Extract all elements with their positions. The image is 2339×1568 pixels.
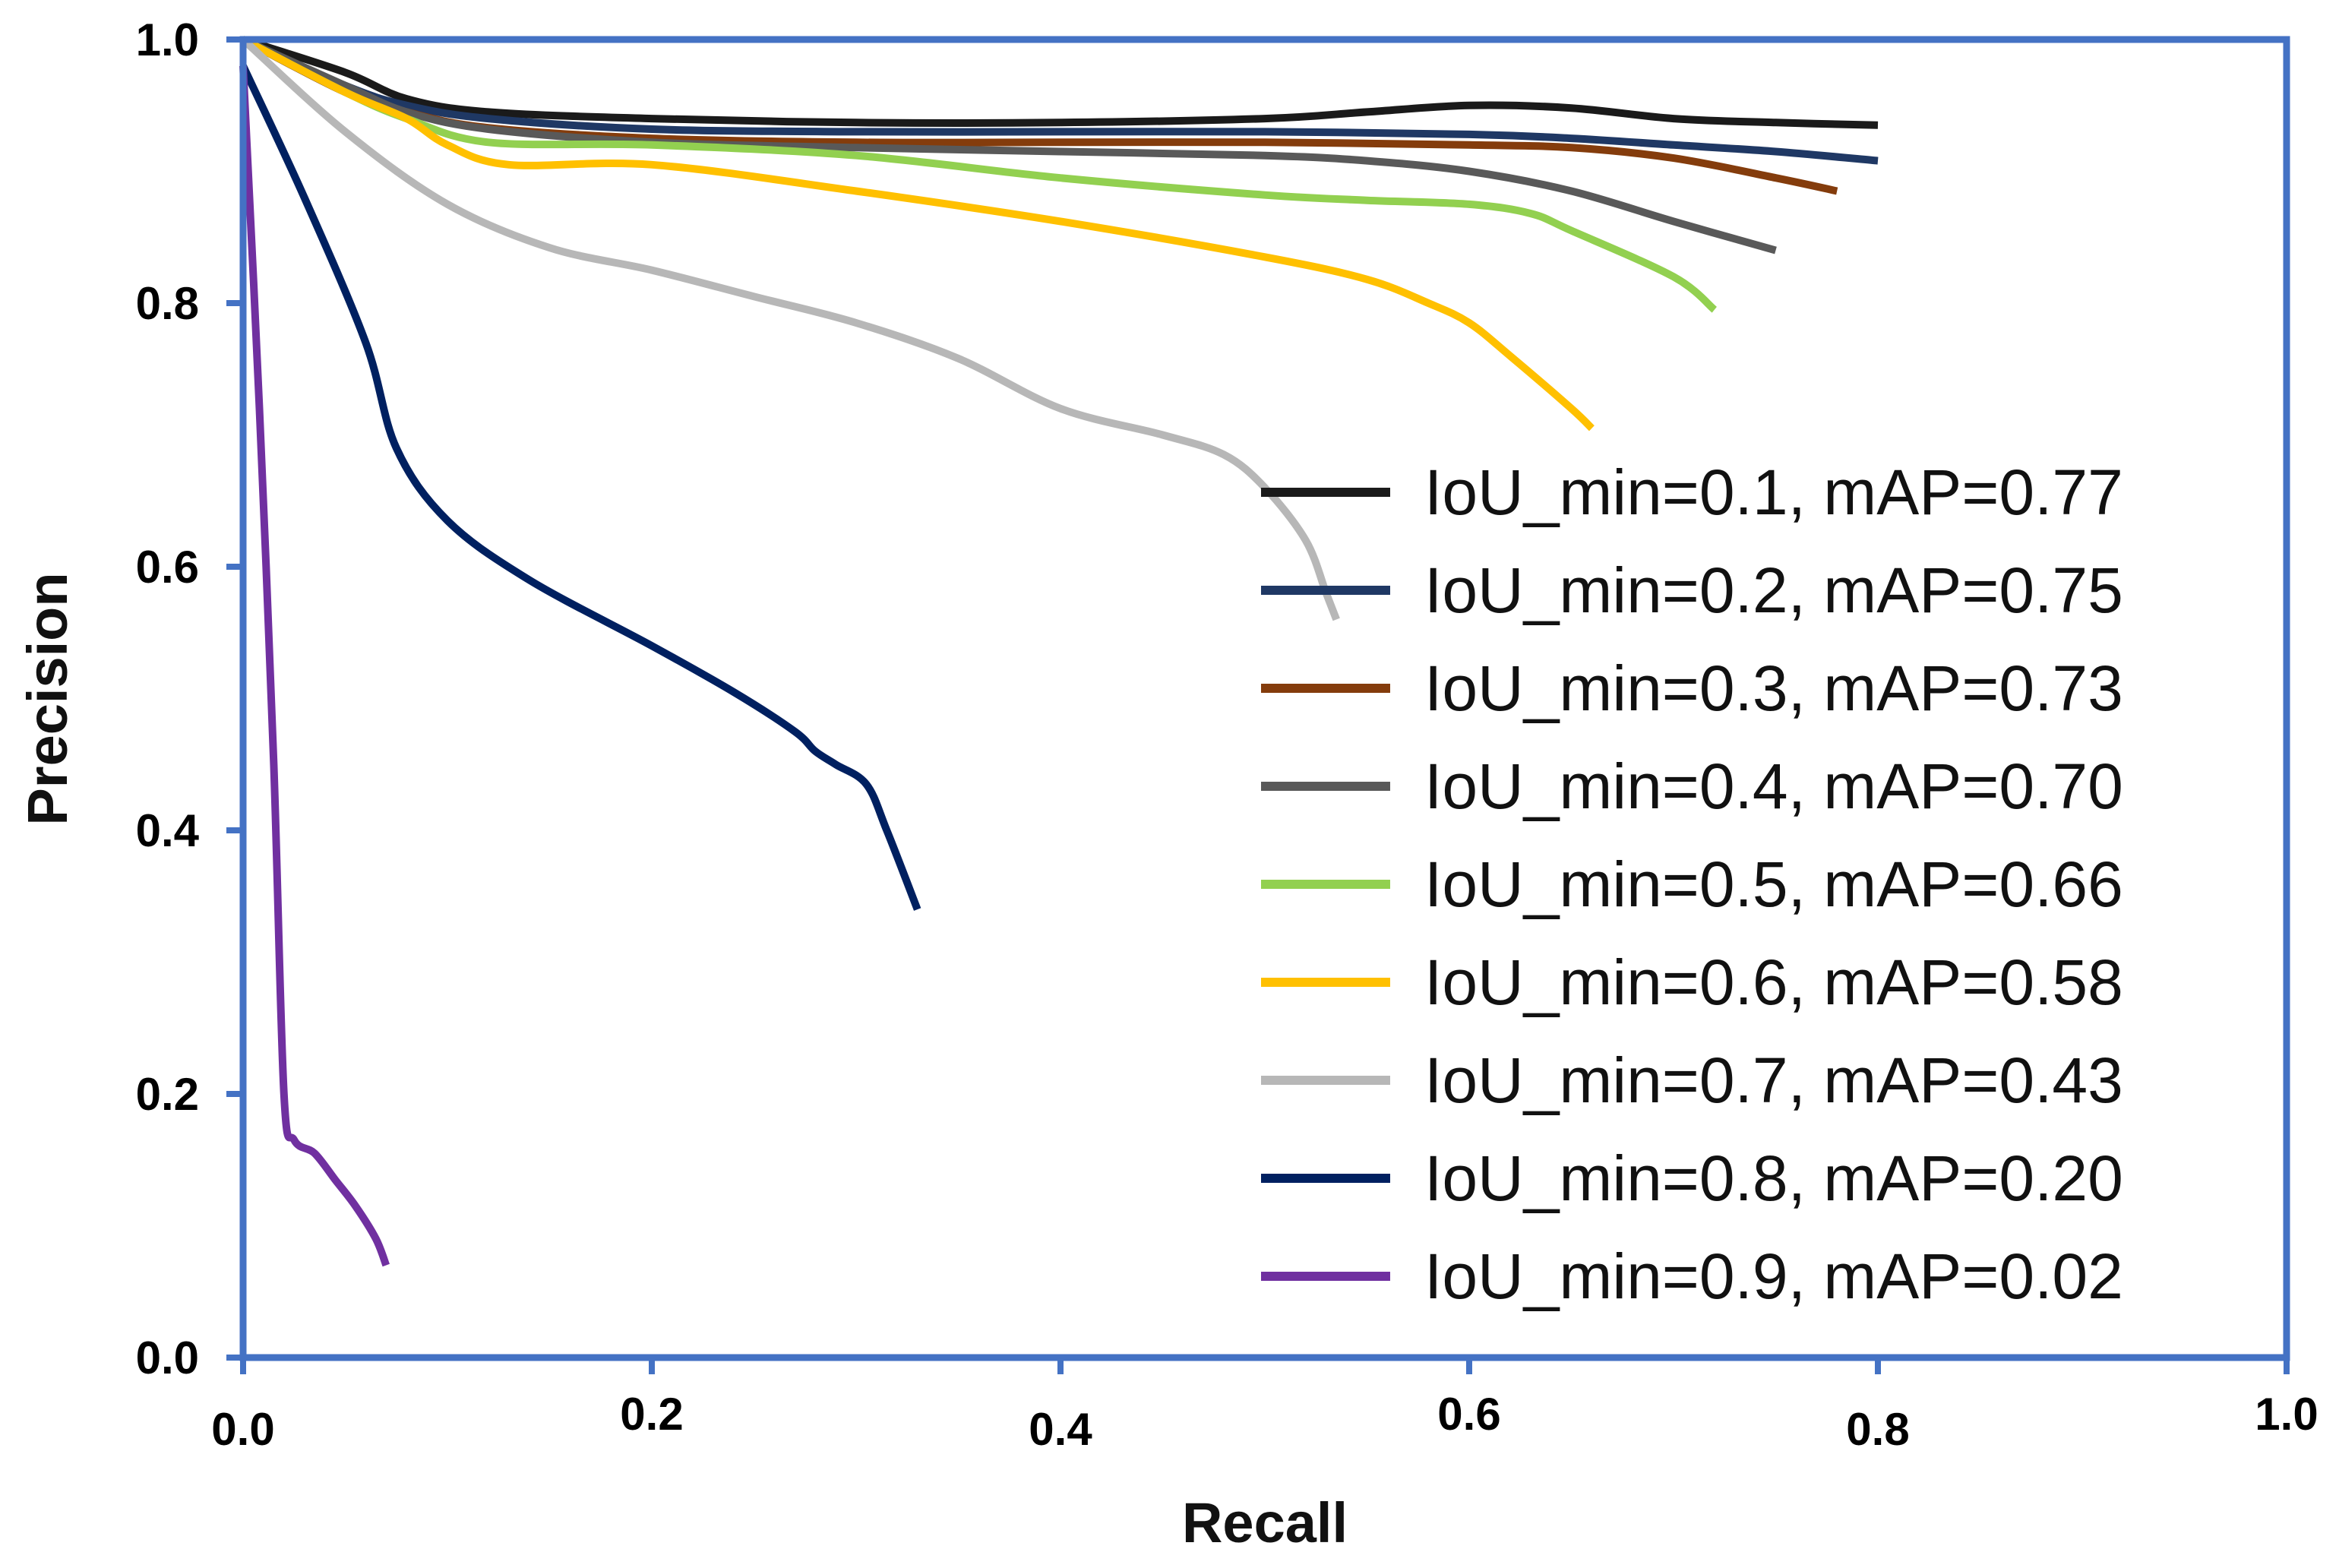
legend-label: IoU_min=0.3, mAP=0.73 xyxy=(1424,653,2123,724)
legend-item: IoU_min=0.5, mAP=0.66 xyxy=(1261,849,2123,920)
legend: IoU_min=0.1, mAP=0.77 IoU_min=0.2, mAP=0.… xyxy=(1261,457,2123,1312)
tick-layer: 0.00.0 0.2 0.2 0.4 0.4 0.6 0.6 0.8 0.8 1.0 1.0 xyxy=(136,14,2318,1455)
series-line-9 xyxy=(239,65,390,1267)
legend-item: IoU_min=0.3, mAP=0.73 xyxy=(1261,653,2123,724)
y-axis-title: Precision xyxy=(16,572,79,825)
legend-label: IoU_min=0.6, mAP=0.58 xyxy=(1424,947,2123,1018)
legend-item: IoU_min=0.8, mAP=0.20 xyxy=(1261,1143,2123,1214)
legend-item: IoU_min=0.7, mAP=0.43 xyxy=(1261,1045,2123,1116)
x-tick-label: 1.0 xyxy=(2255,1389,2318,1440)
y-tick-label: 0.6 xyxy=(136,542,199,593)
series-line-4 xyxy=(241,36,1777,254)
legend-label: IoU_min=0.8, mAP=0.20 xyxy=(1424,1143,2123,1214)
legend-label: IoU_min=0.5, mAP=0.66 xyxy=(1424,849,2123,920)
legend-item: IoU_min=0.9, mAP=0.02 xyxy=(1261,1241,2123,1312)
x-axis-title: Recall xyxy=(1182,1491,1348,1554)
y-tick-label: 0.2 xyxy=(136,1069,199,1120)
y-tick-label: 0.4 xyxy=(136,805,200,856)
series-layer xyxy=(239,36,1879,1267)
series-line-6 xyxy=(241,36,1595,432)
legend-item: IoU_min=0.2, mAP=0.75 xyxy=(1261,555,2123,626)
legend-item: IoU_min=0.6, mAP=0.58 xyxy=(1261,947,2123,1018)
plot-frame xyxy=(239,36,2290,1361)
series-line-1 xyxy=(242,36,1879,129)
legend-label: IoU_min=0.1, mAP=0.77 xyxy=(1424,457,2123,528)
legend-label: IoU_min=0.2, mAP=0.75 xyxy=(1424,555,2123,626)
legend-item: IoU_min=0.1, mAP=0.77 xyxy=(1261,457,2123,528)
y-tick-label: 0.0 xyxy=(136,1332,199,1383)
x-tick-label: 0.4 xyxy=(1029,1404,1092,1455)
y-tick-label: 1.0 xyxy=(136,14,199,65)
x-tick-label: 0.8 xyxy=(1846,1404,1909,1455)
x-tick-label: 0.6 xyxy=(1437,1389,1500,1440)
legend-item: IoU_min=0.4, mAP=0.70 xyxy=(1261,751,2123,822)
series-line-7 xyxy=(240,36,1340,621)
x-tick-label: 0.0 xyxy=(211,1404,274,1455)
y-tick-label: 0.8 xyxy=(136,278,199,329)
series-line-8 xyxy=(239,64,921,911)
legend-label: IoU_min=0.7, mAP=0.43 xyxy=(1424,1045,2123,1116)
legend-label: IoU_min=0.9, mAP=0.02 xyxy=(1424,1241,2123,1312)
x-tick-label: 0.2 xyxy=(620,1389,683,1440)
series-line-2 xyxy=(241,36,1879,165)
series-line-5 xyxy=(241,36,1718,313)
legend-label: IoU_min=0.4, mAP=0.70 xyxy=(1424,751,2123,822)
